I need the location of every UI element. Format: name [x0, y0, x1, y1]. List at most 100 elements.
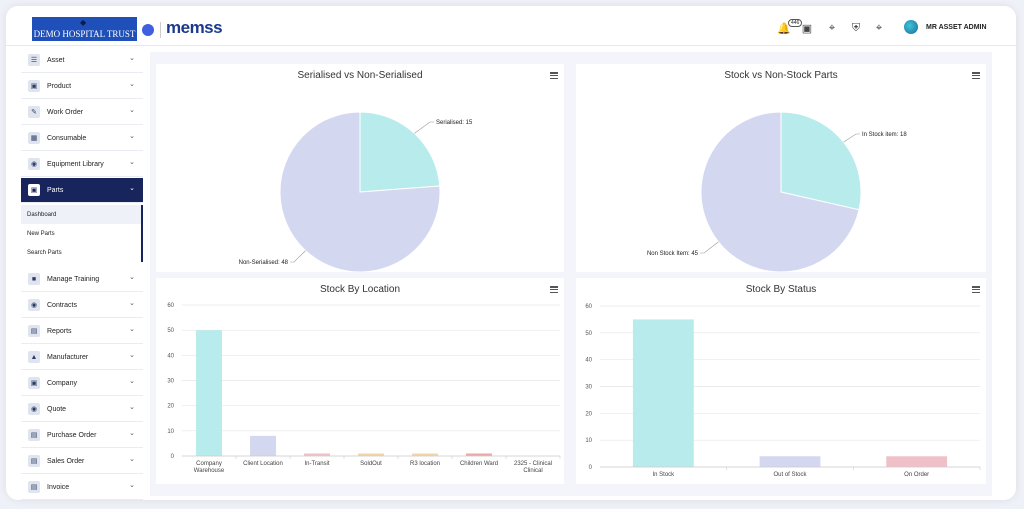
- y-tick-label: 20: [167, 404, 174, 410]
- chevron-down-icon: ⌄: [129, 456, 135, 463]
- pie-data-label: Non Stock Item: 45: [647, 251, 699, 257]
- bar: [304, 453, 330, 456]
- y-tick-label: 50: [585, 331, 592, 337]
- work-order-icon: ✎: [28, 106, 40, 118]
- note-icon[interactable]: ▣: [801, 22, 813, 35]
- chevron-down-icon: ⌄: [129, 159, 135, 166]
- consumable-icon: ▦: [28, 132, 40, 144]
- x-tick-label: Children Ward: [460, 461, 498, 467]
- invoice-icon: ▤: [28, 481, 40, 493]
- bar: [632, 319, 694, 467]
- x-tick-label: Client Location: [243, 461, 283, 467]
- y-tick-label: 0: [171, 454, 175, 460]
- bell-icon[interactable]: 🔔: [777, 22, 791, 35]
- sidebar-item-purchase-order[interactable]: ▤ Purchase Order ⌄: [21, 423, 143, 448]
- x-tick-label: Clinical: [523, 468, 542, 474]
- bar: [466, 453, 492, 456]
- sidebar-item-label: Work Order: [47, 108, 84, 116]
- chart-card-serialised: Serialised vs Non-Serialised Serialised:…: [156, 64, 564, 273]
- sidebar-item-label: Parts: [47, 186, 64, 194]
- divider: [160, 22, 161, 38]
- sidebar-item-equipment-library[interactable]: ◉ Equipment Library ⌄: [21, 152, 143, 177]
- sidebar-item-work-order[interactable]: ✎ Work Order ⌄: [21, 100, 143, 125]
- library-icon: ◉: [28, 158, 40, 170]
- chevron-down-icon: ⌄: [129, 352, 135, 359]
- x-tick-label: Out of Stock: [773, 472, 807, 478]
- bar: [412, 453, 438, 456]
- reports-icon: ▤: [28, 325, 40, 337]
- chevron-down-icon: ⌄: [129, 107, 135, 114]
- sidebar-item-sales-order[interactable]: ▤ Sales Order ⌄: [21, 449, 143, 474]
- app-window: ◆ DEMO HOSPITAL TRUST memss 🔔 446 ▣ ⌖ ⛨ …: [6, 6, 1016, 500]
- chart-menu-icon[interactable]: [972, 286, 980, 293]
- quote-icon: ◉: [28, 403, 40, 415]
- y-tick-label: 40: [585, 358, 592, 364]
- bar: [250, 435, 276, 456]
- memss-logo[interactable]: memss: [166, 18, 223, 38]
- user-name[interactable]: MR ASSET ADMIN: [926, 24, 987, 31]
- sidebar-item-manufacturer[interactable]: ▲ Manufacturer ⌄: [21, 345, 143, 370]
- sidebar-item-label: Consumable: [47, 134, 87, 142]
- x-tick-label: In-Transit: [304, 461, 329, 467]
- pie-leader-line: [700, 241, 719, 254]
- bar: [759, 456, 821, 467]
- y-tick-label: 10: [585, 438, 592, 444]
- chevron-down-icon: ⌄: [129, 55, 135, 62]
- asset-icon: ☰: [28, 54, 40, 66]
- x-tick-label: In Stock: [652, 472, 675, 478]
- chart-title: Stock vs Non-Stock Parts: [724, 70, 838, 81]
- sidebar-item-asset[interactable]: ☰ Asset ⌄: [21, 48, 143, 73]
- x-tick-label: 2325 - Clinical: [514, 461, 552, 467]
- company-icon: ▣: [28, 377, 40, 389]
- chevron-down-icon: ⌄: [129, 404, 135, 411]
- parts-sub-new-parts[interactable]: New Parts: [21, 224, 143, 243]
- chevron-down-icon: ⌄: [129, 430, 135, 437]
- pie-slice: [780, 111, 862, 211]
- y-tick-label: 0: [589, 465, 593, 471]
- y-tick-label: 40: [167, 353, 174, 359]
- pie-data-label: In Stock item: 18: [862, 132, 907, 138]
- chevron-down-icon: ⌄: [129, 274, 135, 281]
- sidebar-item-label: Company: [47, 379, 77, 387]
- scan-icon[interactable]: ⌖: [828, 21, 836, 34]
- sidebar-item-label: Reports: [47, 327, 72, 335]
- chart-menu-icon[interactable]: [972, 72, 980, 79]
- chart-menu-icon[interactable]: [550, 72, 558, 79]
- training-icon: ■: [28, 273, 40, 285]
- chevron-down-icon: ⌄: [129, 185, 135, 192]
- sidebar-item-label: Sales Order: [47, 457, 85, 465]
- sidebar-item-label: Purchase Order: [47, 431, 97, 439]
- sidebar-item-company[interactable]: ▣ Company ⌄: [21, 371, 143, 396]
- sidebar-item-label: Manufacturer: [47, 353, 89, 361]
- chart-title: Stock By Location: [319, 284, 401, 295]
- hospital-name: DEMO HOSPITAL TRUST: [33, 29, 136, 39]
- chevron-down-icon: ⌄: [129, 133, 135, 140]
- grid-icon[interactable]: ⌖: [875, 21, 883, 34]
- sidebar-item-quote[interactable]: ◉ Quote ⌄: [21, 397, 143, 422]
- pie-slice: [359, 111, 441, 193]
- hospital-logo[interactable]: ◆ DEMO HOSPITAL TRUST: [32, 17, 137, 41]
- pie-leader-line: [414, 121, 434, 134]
- sidebar-item-product[interactable]: ▣ Product ⌄: [21, 74, 143, 99]
- shield-icon[interactable]: ⛨: [851, 21, 861, 34]
- parts-sub-dashboard[interactable]: Dashboard: [21, 205, 143, 224]
- sidebar-item-manage-training[interactable]: ■ Manage Training ⌄: [21, 267, 143, 292]
- chart-card-stock: Stock vs Non-Stock Parts In Stock item: …: [576, 64, 986, 273]
- y-tick-label: 60: [585, 304, 592, 310]
- parts-sub-search-parts[interactable]: Search Parts: [21, 243, 143, 262]
- sidebar-item-invoice[interactable]: ▤ Invoice ⌄: [21, 475, 143, 500]
- chart-menu-icon[interactable]: [550, 286, 558, 293]
- avatar[interactable]: [904, 20, 918, 34]
- notification-badge: 446: [788, 19, 803, 27]
- top-bar: ◆ DEMO HOSPITAL TRUST memss 🔔 446 ▣ ⌖ ⛨ …: [6, 6, 1016, 46]
- sidebar-item-consumable[interactable]: ▦ Consumable ⌄: [21, 126, 143, 151]
- sidebar-item-reports[interactable]: ▤ Reports ⌄: [21, 319, 143, 344]
- contracts-icon: ◉: [28, 299, 40, 311]
- chevron-down-icon: ⌄: [129, 300, 135, 307]
- x-tick-label: R3 location: [410, 461, 440, 467]
- sales-order-icon: ▤: [28, 455, 40, 467]
- pie-slice: [700, 111, 860, 273]
- sidebar-item-parts[interactable]: ▣ Parts ⌄: [21, 178, 143, 203]
- sidebar-item-contracts[interactable]: ◉ Contracts ⌄: [21, 293, 143, 318]
- pie-chart: In Stock item: 18 Non Stock Item: 45: [647, 111, 907, 273]
